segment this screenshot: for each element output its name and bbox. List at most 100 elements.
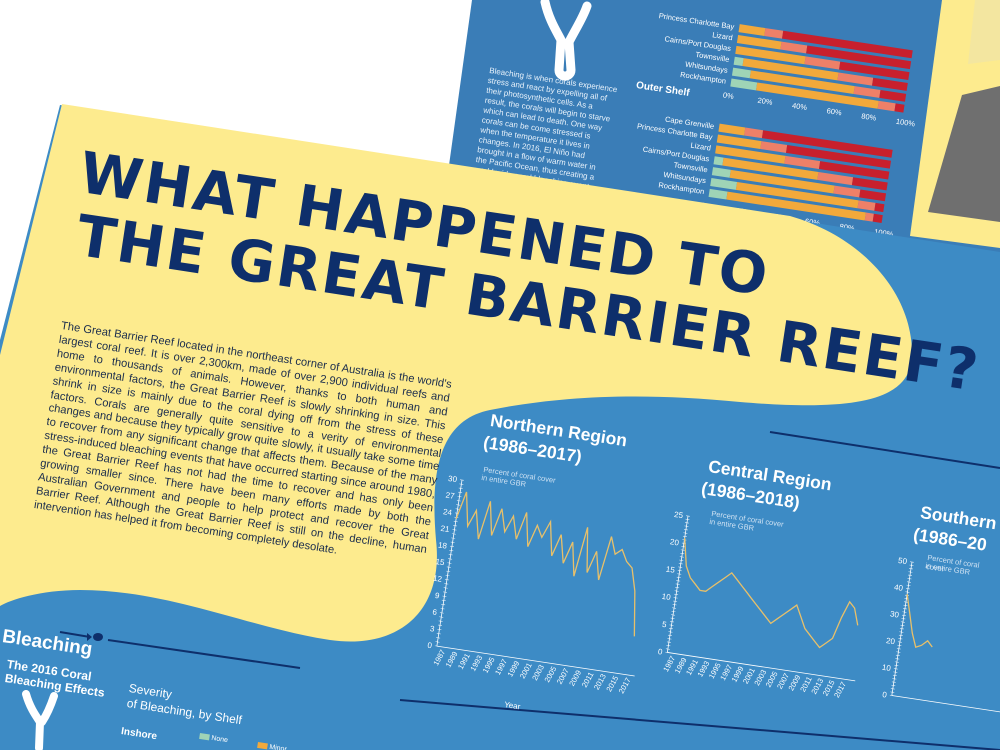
- y-minor-tick: [908, 571, 913, 573]
- y-minor-tick: [446, 570, 451, 572]
- y-minor-tick: [435, 641, 440, 643]
- y-tick-label: 20: [669, 537, 680, 547]
- y-minor-tick: [891, 684, 896, 687]
- y-minor-tick: [889, 694, 894, 697]
- y-tick-label: 0: [427, 641, 433, 651]
- y-minor-tick: [441, 604, 446, 606]
- y-minor-tick: [897, 644, 902, 646]
- line-chart-1: 0369121518212427301987198919911993199519…: [427, 474, 636, 695]
- y-tick-label: 30: [889, 609, 900, 619]
- y-minor-tick: [902, 608, 907, 610]
- y-minor-tick: [665, 648, 670, 650]
- y-minor-tick: [675, 587, 680, 589]
- y-minor-tick: [679, 556, 684, 558]
- y-minor-tick: [680, 552, 685, 555]
- y-minor-tick: [891, 681, 896, 683]
- y-minor-tick: [673, 597, 678, 599]
- y-minor-tick: [439, 616, 444, 618]
- y-tick-label: 5: [661, 620, 667, 630]
- y-minor-tick: [671, 610, 676, 613]
- y-minor-tick: [895, 654, 900, 656]
- y-minor-tick: [671, 614, 676, 616]
- y-minor-tick: [894, 664, 899, 666]
- y-tick-label: 3: [429, 624, 435, 634]
- y-minor-tick: [890, 688, 895, 690]
- y-minor-tick: [452, 529, 457, 531]
- y-minor-tick: [678, 566, 683, 568]
- y-tick-label: 9: [434, 591, 440, 601]
- series-line: [684, 537, 859, 649]
- y-tick-label: 30: [448, 474, 459, 484]
- y-minor-tick: [458, 487, 463, 489]
- y-minor-tick: [906, 581, 911, 583]
- y-minor-tick: [906, 584, 911, 586]
- x-axis: [891, 695, 1000, 723]
- y-minor-tick: [456, 504, 461, 506]
- y-minor-tick: [449, 550, 454, 552]
- y-minor-tick: [905, 588, 910, 590]
- y-minor-tick: [459, 483, 464, 485]
- series-line: [455, 491, 636, 637]
- coral-icon: [540, 0, 592, 81]
- y-tick-label: 21: [440, 524, 451, 534]
- series-line: [906, 593, 933, 649]
- y-minor-tick: [905, 591, 910, 593]
- y-minor-tick: [441, 599, 446, 601]
- y-minor-tick: [893, 668, 898, 670]
- y-minor-tick: [685, 518, 690, 520]
- y-minor-tick: [682, 535, 687, 538]
- y-minor-tick: [438, 620, 443, 622]
- coral-icon-front: [22, 690, 58, 750]
- x-axis: [667, 652, 856, 682]
- y-minor-tick: [667, 638, 672, 640]
- y-minor-tick: [676, 580, 681, 582]
- y-minor-tick: [447, 562, 452, 564]
- y-minor-tick: [457, 496, 462, 498]
- y-tick-label: 10: [661, 592, 672, 602]
- y-minor-tick: [442, 595, 447, 597]
- y-minor-tick: [448, 558, 453, 560]
- line-chart-2: 0510152025198719891991199319951997199920…: [657, 510, 859, 699]
- y-minor-tick: [683, 532, 688, 534]
- y-minor-tick: [908, 568, 914, 570]
- y-minor-tick: [458, 491, 463, 494]
- y-minor-tick: [666, 641, 671, 643]
- y-minor-tick: [453, 525, 458, 527]
- y-minor-tick: [898, 634, 903, 636]
- y-minor-tick: [439, 612, 444, 614]
- y-minor-tick: [903, 601, 908, 603]
- y-minor-tick: [903, 604, 908, 606]
- y-minor-tick: [444, 583, 449, 585]
- y-minor-tick: [677, 573, 682, 575]
- y-minor-tick: [684, 522, 689, 524]
- y-tick-label: 15: [665, 565, 676, 575]
- y-minor-tick: [893, 671, 898, 673]
- y-minor-tick: [674, 593, 679, 596]
- y-minor-tick: [459, 479, 465, 481]
- y-tick-label: 10: [881, 663, 892, 673]
- y-minor-tick: [451, 537, 456, 539]
- y-minor-tick: [440, 608, 445, 610]
- y-minor-tick: [680, 549, 685, 551]
- y-minor-tick: [684, 525, 689, 527]
- y-minor-tick: [443, 587, 448, 589]
- y-minor-tick: [897, 641, 902, 643]
- y-minor-tick: [449, 545, 454, 547]
- y-minor-tick: [436, 633, 441, 635]
- y-minor-tick: [672, 604, 677, 606]
- y-minor-tick: [437, 628, 442, 631]
- x-axis: [436, 645, 635, 677]
- y-minor-tick: [907, 578, 912, 580]
- y-minor-tick: [902, 611, 907, 613]
- y-minor-tick: [438, 624, 443, 626]
- y-minor-tick: [899, 631, 904, 633]
- y-tick-label: 0: [882, 690, 888, 700]
- y-tick-label: 25: [674, 510, 685, 520]
- y-minor-tick: [668, 628, 673, 630]
- y-minor-tick: [909, 561, 915, 563]
- y-minor-tick: [679, 559, 684, 561]
- y-minor-tick: [900, 624, 905, 626]
